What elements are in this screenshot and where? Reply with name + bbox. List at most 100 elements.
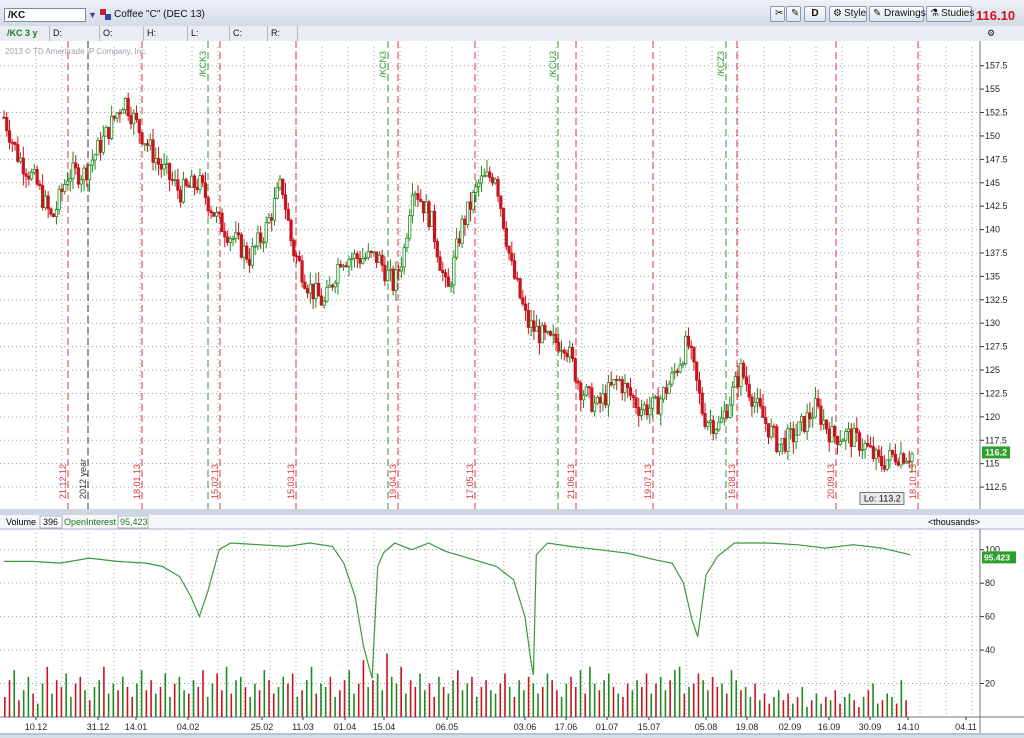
current-price-label: 116.2 [985,447,1007,457]
candle-body [902,453,906,464]
volume-bar [490,690,492,717]
candle-body [471,192,475,210]
style-button[interactable]: ⚙ Style [829,6,867,22]
volume-bar [782,700,785,717]
volume-bar [801,686,804,717]
volume-bar [735,680,738,717]
candle-body [811,416,815,420]
candle-body [261,241,266,244]
candle-body [181,179,185,203]
volume-bar [13,670,16,717]
volume-bar [891,696,893,717]
candle-body [755,397,760,403]
volume-bar [155,693,157,717]
candle-body [347,259,351,267]
symbol-link-icon[interactable] [100,9,111,20]
crosshair-tool-icon[interactable]: ✂ [770,6,785,22]
volume-bar [55,680,58,717]
candle-body [294,255,299,258]
candle-body [777,443,782,452]
time-tick-label: 19.08 [736,722,759,732]
drawings-button[interactable]: ✎ Drawings [869,6,926,22]
candle-body [283,194,288,210]
studies-button[interactable]: ⚗ Studies [926,6,974,22]
chart-settings-icon[interactable]: ⚙ [987,28,996,38]
time-tick-label: 01.04 [334,722,357,732]
candle-body [176,179,180,191]
volume-bar [159,686,162,717]
volume-bar [829,700,832,717]
oi-value: 95,423 [120,517,148,527]
volume-bar [480,686,483,717]
marker-label: /KCN3 [378,51,388,78]
volume-bar [372,680,374,717]
volume-bar [221,690,223,717]
candle-body [35,168,39,185]
candle-body [548,331,553,336]
price-tick-label: 155 [985,84,1000,94]
candle-body [443,272,448,278]
volume-bar [485,680,487,717]
candle-body [639,409,644,416]
candle-body [535,326,539,332]
candle-body [598,396,602,404]
candle-body [380,254,384,266]
pencil-tool-icon[interactable]: ✎ [786,6,801,22]
price-tick-label: 137.5 [985,248,1008,258]
marker-label: 19.04.13 [388,464,398,499]
time-tick-label: 14.10 [897,722,920,732]
candle-body [857,432,862,451]
candle-body [584,386,588,396]
candle-body [617,379,622,381]
candle-body [93,154,97,161]
volume-bar [211,683,214,717]
volume-bar [353,693,355,717]
volume-bar [825,696,827,717]
aggregation-button[interactable]: D [804,6,826,22]
pane-splitter[interactable] [0,509,1024,515]
candle-body [750,396,754,407]
candle-body [521,297,525,305]
symbol-dropdown-icon[interactable]: ▼ [88,10,97,20]
candle-body [802,416,806,432]
volume-bar [178,676,181,717]
candle-body [689,345,693,348]
candle-body [742,362,746,378]
candle-body [438,256,442,271]
volume-bar [556,690,558,717]
volume-bar [362,660,365,717]
volume-bar [541,686,544,717]
chart-label[interactable]: /KC 3 y D [4,26,50,53]
candle-body [780,437,784,445]
chart-canvas[interactable]: 21.12.12 2012 year 18.01.13/KCK3 15.02.13 15… [0,41,1024,735]
bar-low: L: 115.85 [188,26,230,53]
volume-bar [348,670,351,717]
candle-body [576,380,580,384]
candle-body [493,178,497,184]
candle-body [264,222,268,243]
price-tick-label: 157.5 [985,61,1008,71]
time-tick-label: 17.06 [555,722,578,732]
price-tick-label: 130 [985,318,1000,328]
price-tick-label: 152.5 [985,108,1008,118]
candle-body [416,193,420,200]
candle-body [435,241,439,258]
candle-body [303,281,307,289]
chart-area: 21.12.12 2012 year 18.01.13/KCK3 15.02.13 15… [0,41,1024,735]
candle-body [2,116,6,119]
marker-label: 16.08.13 [727,464,737,499]
price-tick-label: 150 [985,131,1000,141]
candle-body [18,157,23,162]
volume-bar [192,680,195,717]
symbol-input[interactable]: /KC [4,8,86,22]
candle-body [272,197,277,221]
candle-body [319,295,323,306]
volume-grid [0,529,1024,735]
candle-body [250,246,254,266]
time-tick-label: 04.02 [177,722,200,732]
candle-body [322,300,326,306]
candle-body [827,428,831,443]
price-tick-label: 120 [985,412,1000,422]
volume-bar [537,693,539,717]
candle-body [328,284,332,288]
